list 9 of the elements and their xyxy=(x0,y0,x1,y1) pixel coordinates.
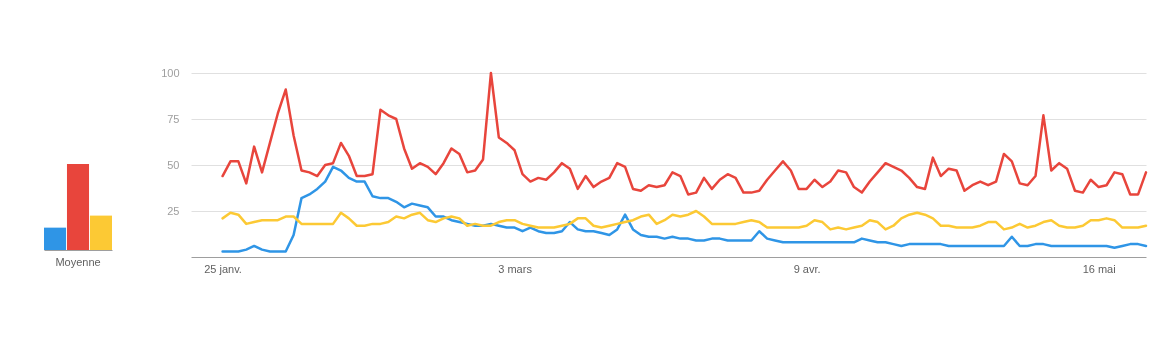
x-tick-label: Moyenne xyxy=(55,255,101,268)
y-tick-label: 100 xyxy=(161,66,180,79)
y-tick-label: 75 xyxy=(167,112,180,125)
x-tick-label: 9 avr. xyxy=(793,262,821,275)
x-tick-label: 25 janv. xyxy=(204,262,242,275)
y-tick-label: 50 xyxy=(167,158,180,171)
y-tick-label: 25 xyxy=(167,204,180,217)
x-tick-label: 16 mai xyxy=(1082,262,1116,275)
x-tick-label: 3 mars xyxy=(498,262,533,275)
